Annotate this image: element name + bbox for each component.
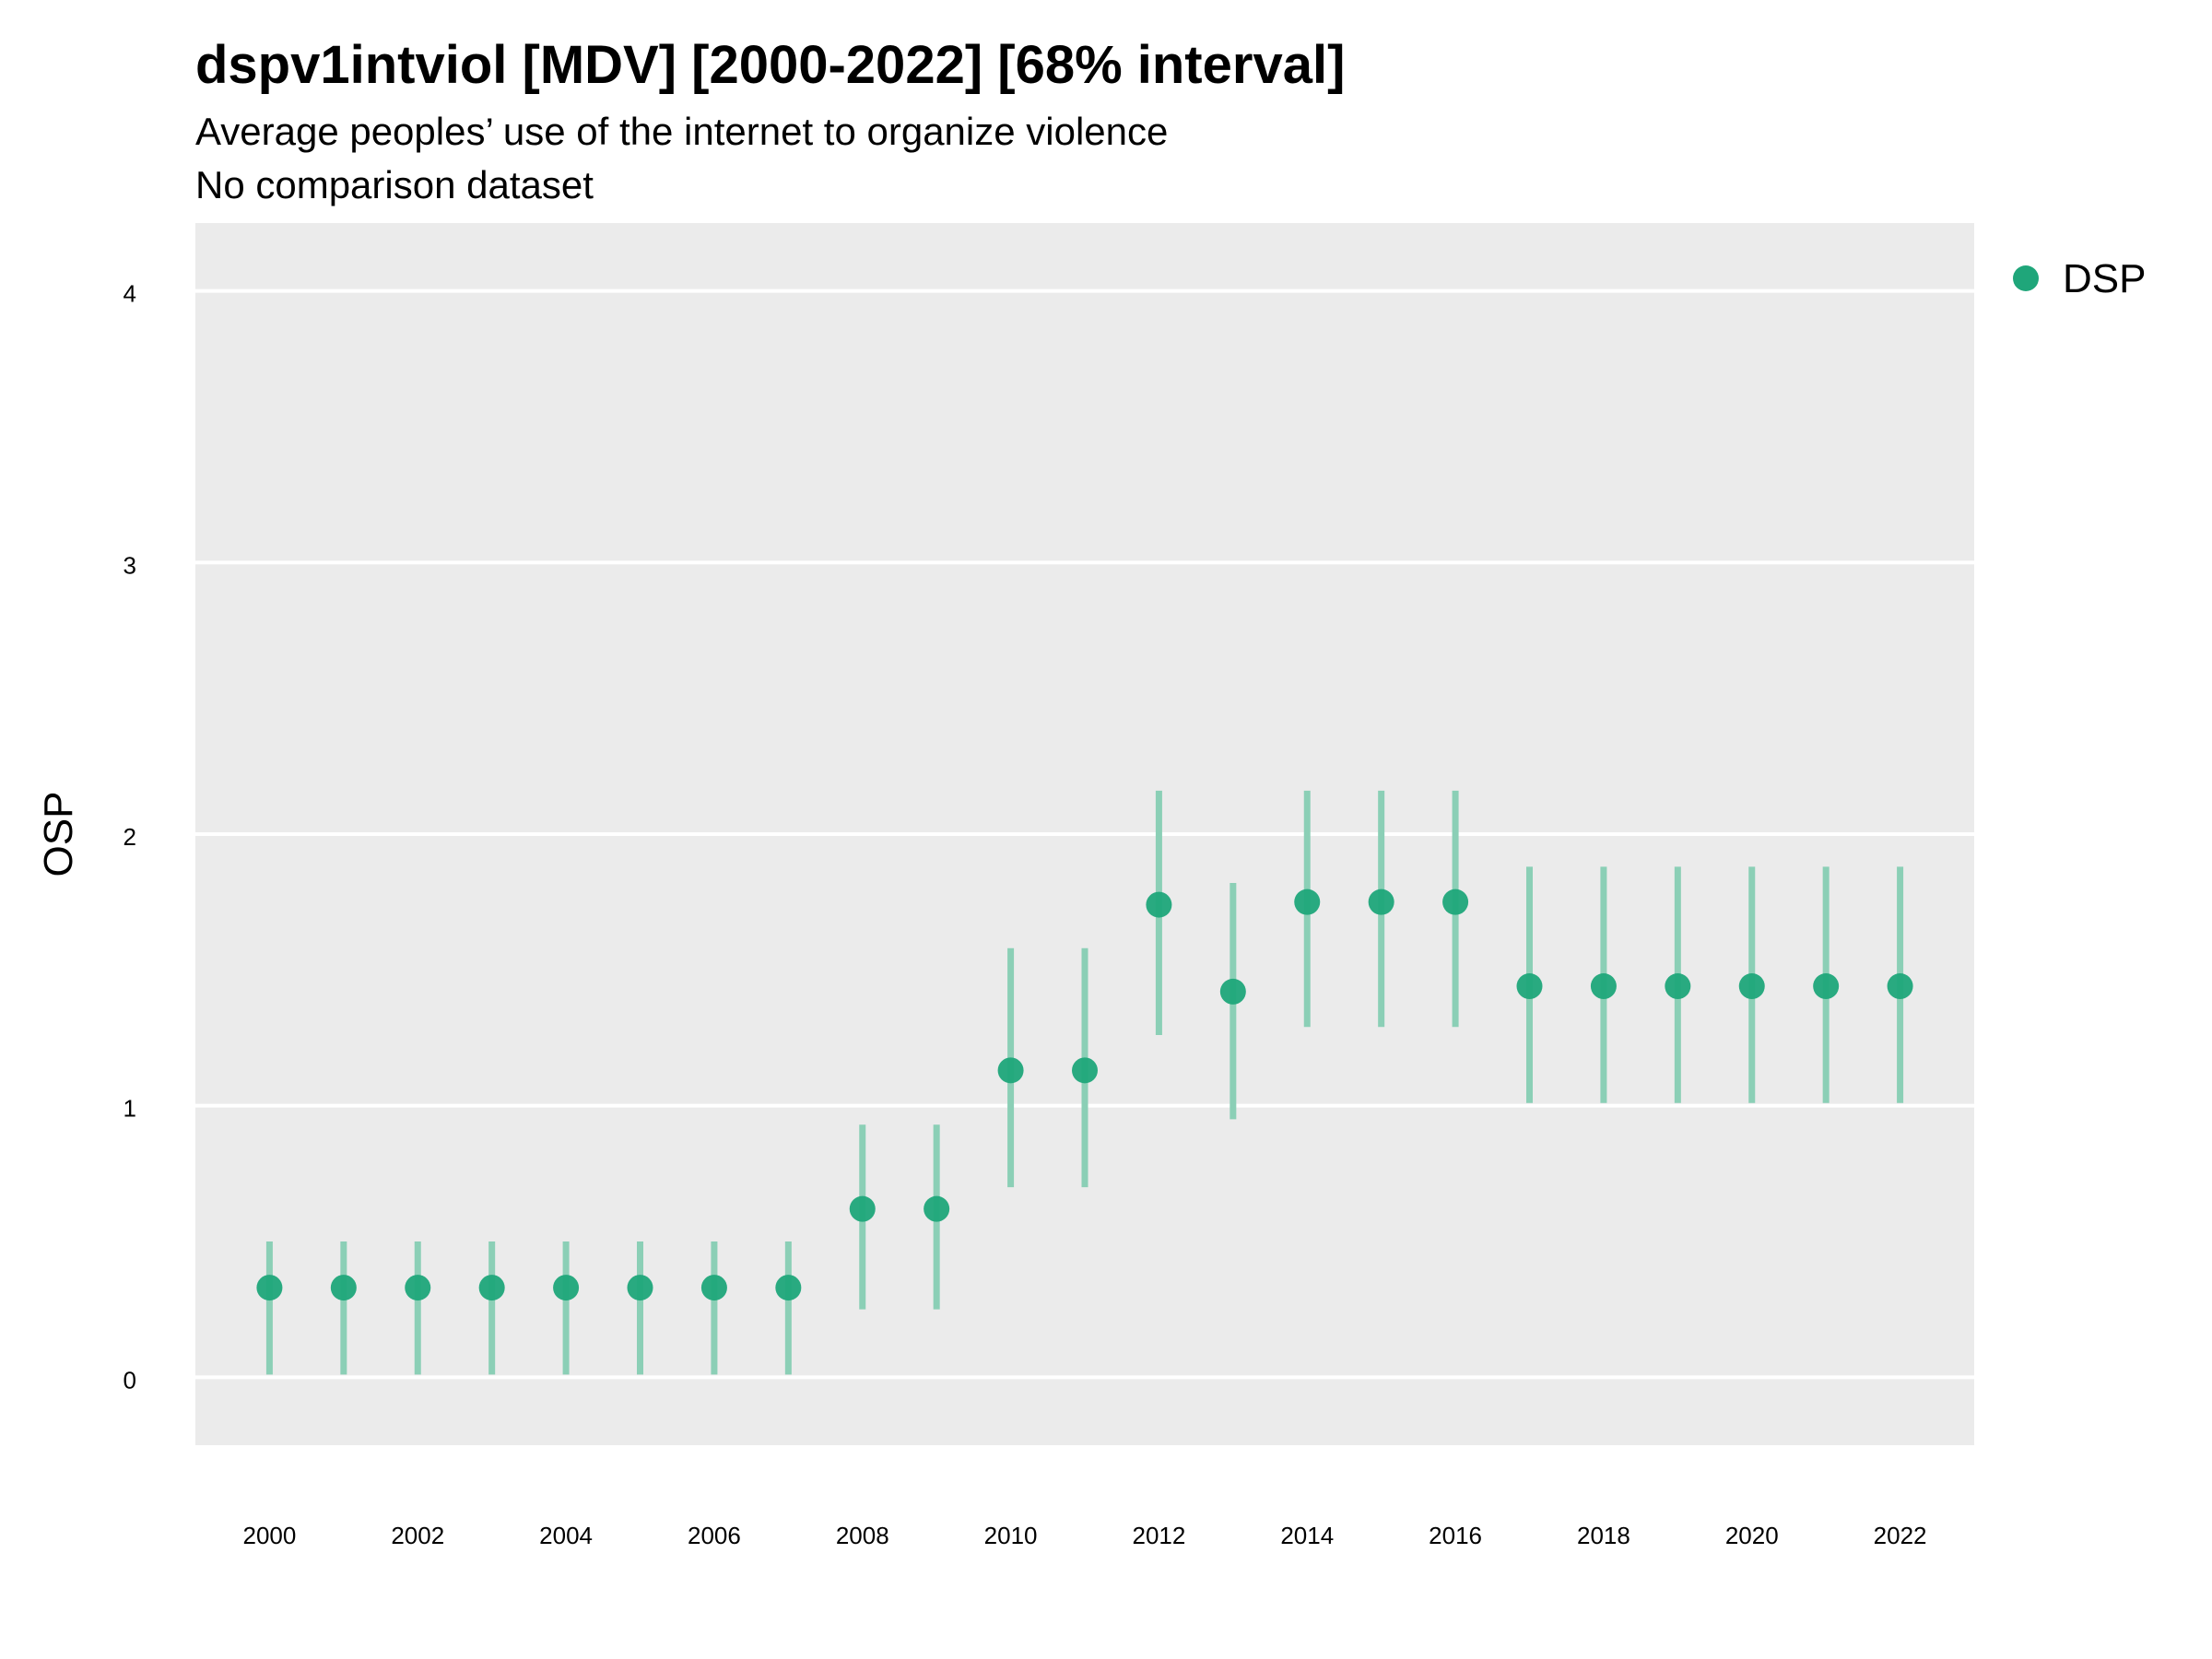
- point-2022: [1887, 973, 1913, 1000]
- chart-comparison-note: No comparison dataset: [195, 163, 594, 206]
- point-2017: [1516, 973, 1543, 1000]
- x-tick-labels: 2000 2002 2004 2006 2008 2010 2012 2014 2016 2018…: [242, 1522, 1926, 1549]
- x-tick-label-2016: 2016: [1429, 1522, 1482, 1549]
- point-2000: [256, 1275, 283, 1301]
- point-2010: [997, 1057, 1024, 1084]
- legend-label-dsp: DSP: [2063, 256, 2146, 301]
- x-tick-label-2002: 2002: [391, 1522, 444, 1549]
- x-tick-label-2020: 2020: [1725, 1522, 1779, 1549]
- data-points: [256, 888, 1913, 1301]
- x-tick-label-2014: 2014: [1280, 1522, 1334, 1549]
- legend: DSP: [2013, 256, 2146, 301]
- y-tick-labels: 0 1 2 3 4: [124, 280, 136, 1394]
- x-tick-label-2000: 2000: [242, 1522, 296, 1549]
- point-2018: [1590, 973, 1617, 1000]
- point-2004: [553, 1275, 580, 1301]
- chart-title: dspv1intviol [MDV] [2000-2022] [68% inte…: [195, 35, 1346, 95]
- point-2011: [1072, 1057, 1098, 1084]
- x-tick-label-2012: 2012: [1132, 1522, 1185, 1549]
- y-tick-label-3: 3: [124, 551, 136, 579]
- point-2016: [1442, 888, 1469, 915]
- point-2021: [1813, 973, 1840, 1000]
- y-tick-label-2: 2: [124, 823, 136, 851]
- point-2009: [924, 1195, 950, 1222]
- chart-subtitle: Average peoples’ use of the internet to …: [195, 110, 1169, 153]
- x-tick-label-2004: 2004: [539, 1522, 593, 1549]
- x-tick-label-2018: 2018: [1577, 1522, 1630, 1549]
- point-2020: [1738, 973, 1765, 1000]
- point-2019: [1665, 973, 1691, 1000]
- x-tick-label-2006: 2006: [688, 1522, 741, 1549]
- x-tick-label-2022: 2022: [1874, 1522, 1927, 1549]
- point-2002: [405, 1275, 431, 1301]
- y-axis-label: OSP: [36, 792, 81, 877]
- point-2003: [478, 1275, 505, 1301]
- point-2006: [700, 1275, 727, 1301]
- point-2001: [330, 1275, 357, 1301]
- point-2014: [1294, 888, 1321, 915]
- y-tick-label-4: 4: [124, 280, 136, 308]
- point-2013: [1219, 978, 1246, 1005]
- y-tick-label-0: 0: [124, 1366, 136, 1394]
- point-2008: [849, 1195, 876, 1222]
- legend-marker-dsp: [2013, 265, 2039, 291]
- x-tick-label-2008: 2008: [836, 1522, 889, 1549]
- point-2012: [1146, 891, 1172, 918]
- point-2015: [1368, 888, 1394, 915]
- y-tick-label-1: 1: [124, 1095, 136, 1123]
- point-2007: [775, 1275, 802, 1301]
- x-tick-label-2010: 2010: [984, 1522, 1038, 1549]
- point-2005: [627, 1275, 653, 1301]
